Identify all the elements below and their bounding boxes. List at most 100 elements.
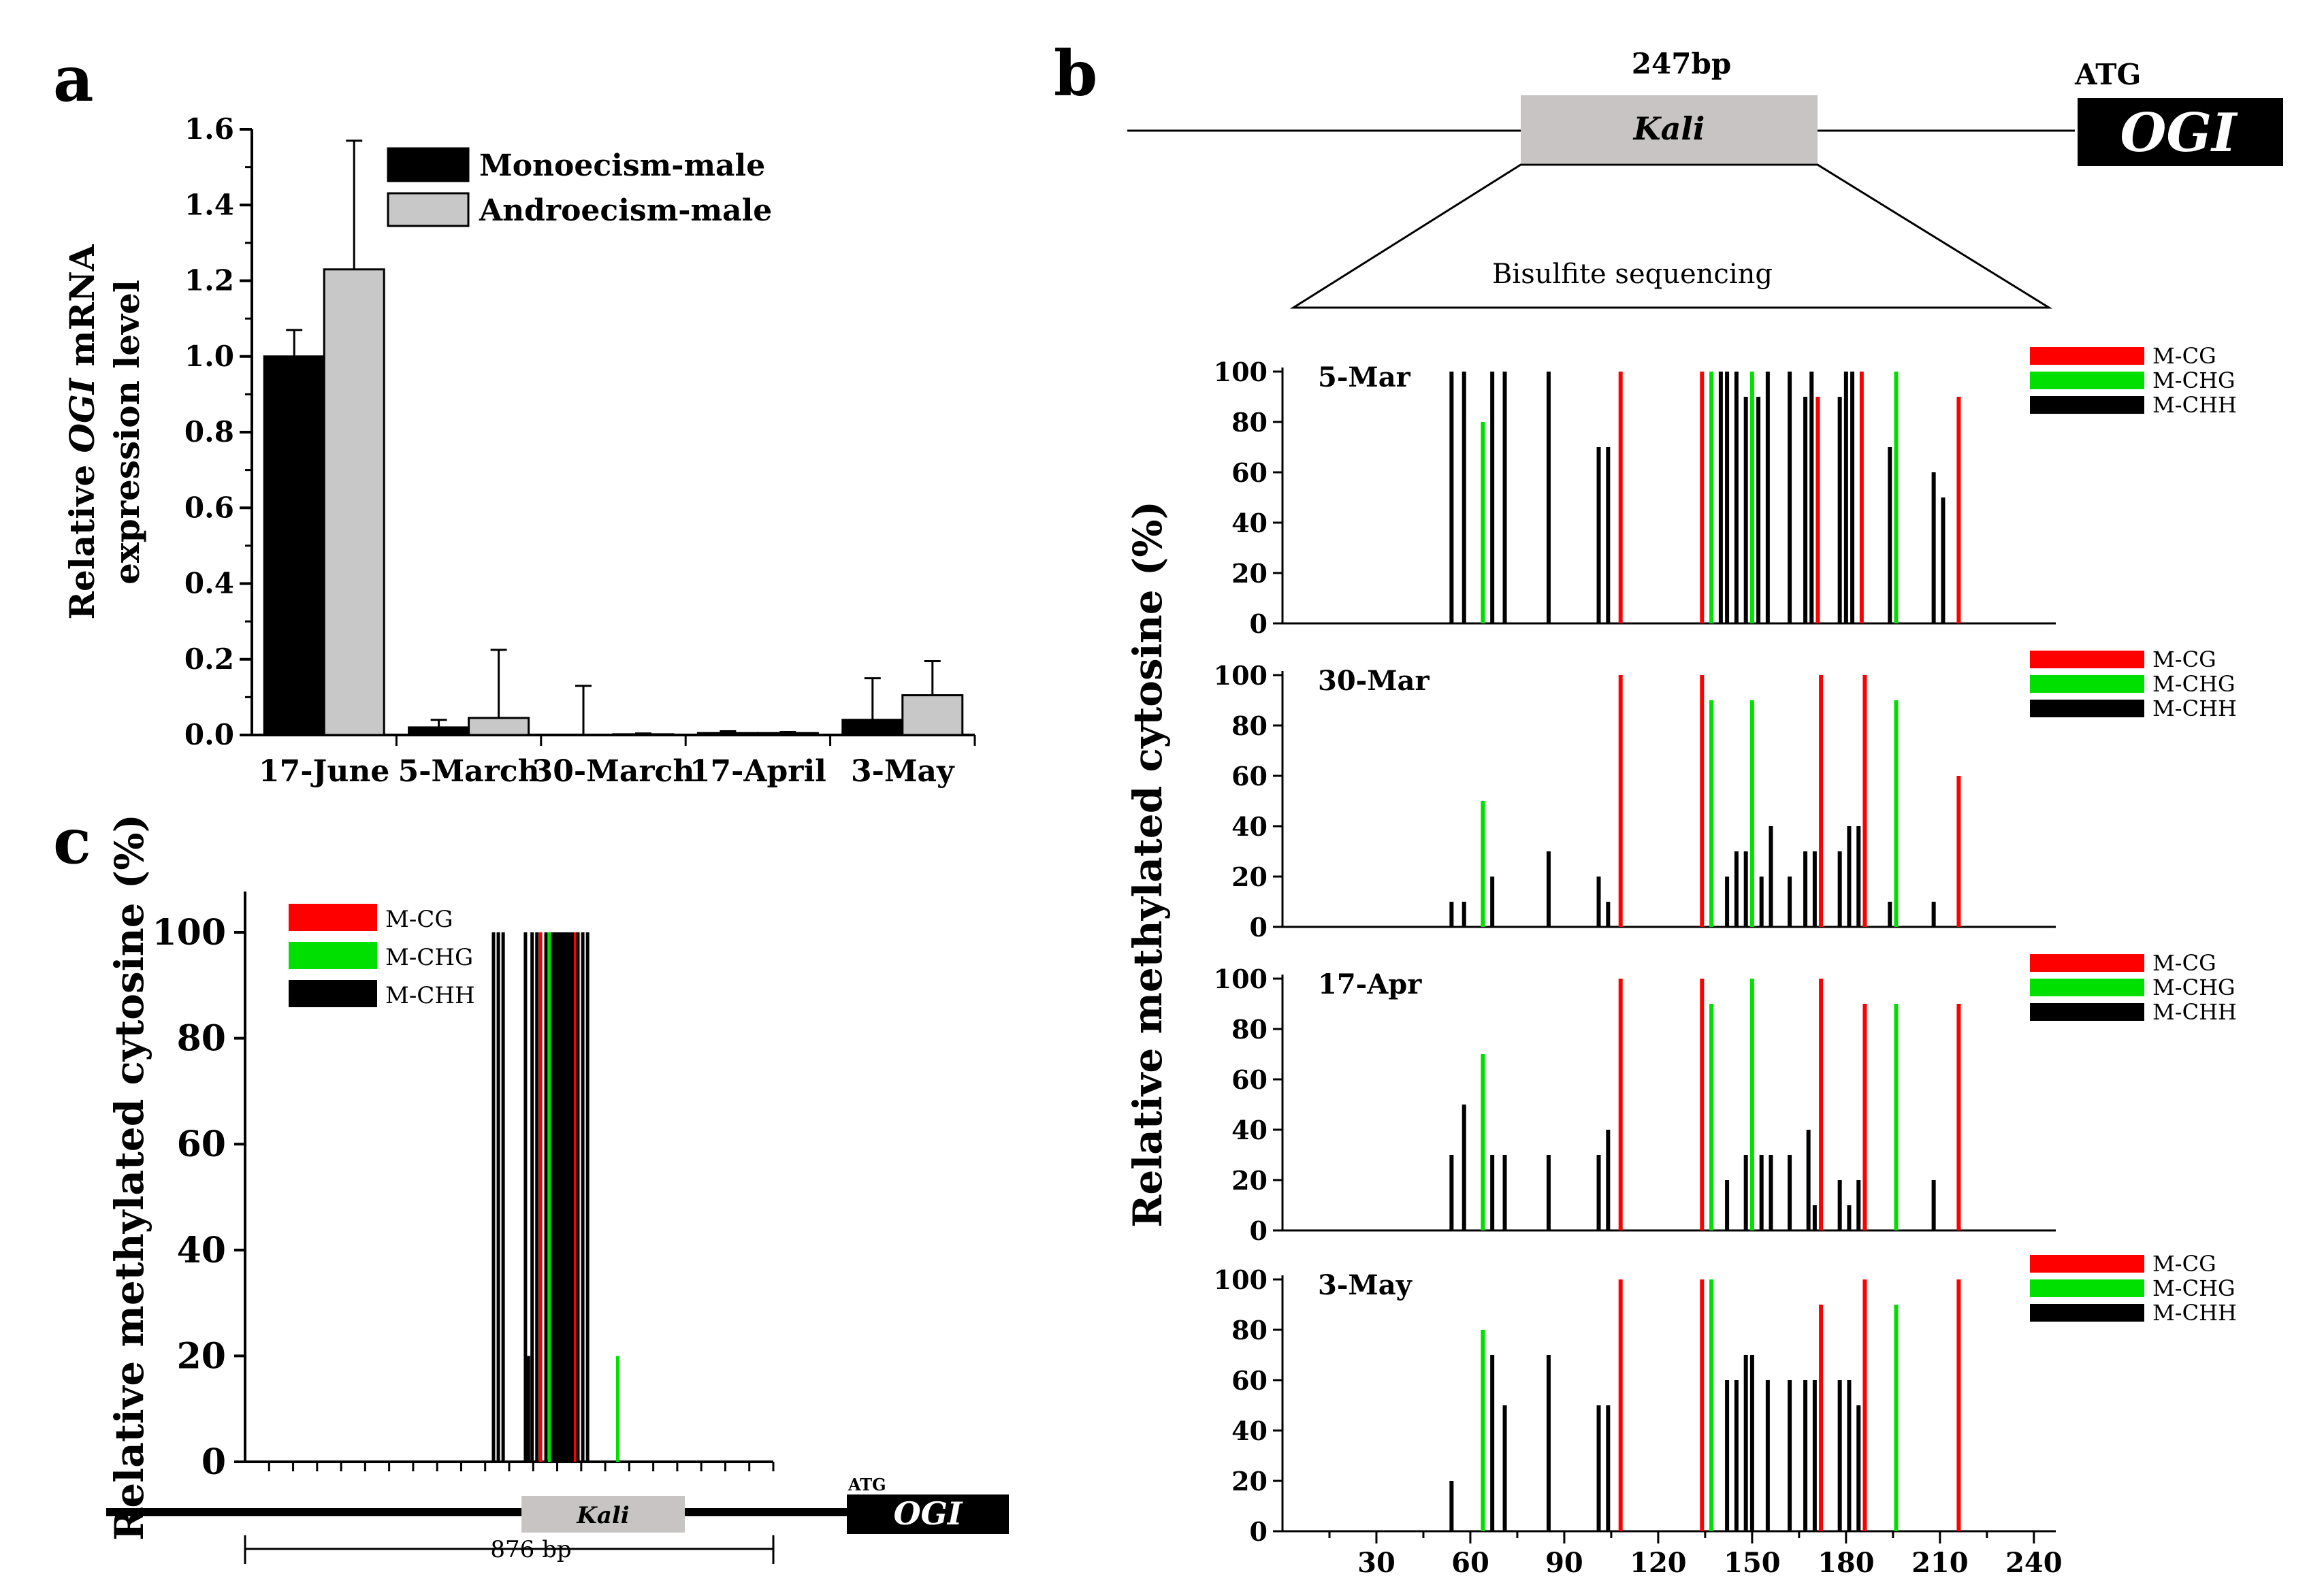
b-site-bar-cg — [1862, 1004, 1867, 1230]
a-x-tick-label: 17-April — [690, 754, 826, 789]
b-site-bar-chh — [1788, 372, 1792, 623]
c-legend-label-cg: M-CG — [385, 906, 453, 933]
b-legend-label-chg: M-CHG — [2152, 367, 2236, 393]
c-y-tick-label: 80 — [177, 1018, 226, 1060]
b-kali-label: Kali — [1632, 110, 1705, 147]
a-y-tick-label: 1.6 — [184, 112, 234, 146]
b-y-tick-label: 60 — [1231, 1064, 1268, 1095]
c-legend-swatch-cg — [289, 904, 377, 931]
b-site-bar-chh — [1734, 851, 1739, 927]
b-site-bar-chh — [1856, 1405, 1861, 1531]
b-site-bar-cg — [1700, 372, 1705, 623]
b-site-bar-chg — [1709, 1279, 1714, 1531]
b-method-label: Bisulfite sequencing — [1492, 259, 1773, 290]
b-site-bar-chh — [1769, 826, 1773, 927]
b-site-bar-cg — [1618, 979, 1623, 1230]
b-site-bar-chh — [1756, 397, 1761, 623]
b-site-bar-chh — [1734, 1380, 1739, 1531]
a-x-tick-label: 30-March — [532, 754, 695, 789]
a-bar-andro — [323, 268, 385, 736]
b-site-bar-chh — [1734, 372, 1739, 623]
b-legend-label-chg: M-CHG — [2152, 975, 2236, 1000]
a-bar-mono — [841, 719, 904, 736]
b-site-bar-chh — [1606, 1405, 1611, 1531]
b-site-bar-chh — [1806, 1130, 1811, 1230]
a-bar-andro — [901, 694, 964, 736]
a-bar-mono — [408, 726, 470, 736]
panel-c: 0 20 40 60 80 100 Relative methylated cytosin… — [106, 814, 1009, 1564]
c-bars — [491, 932, 619, 1462]
b-site-bar-chh — [1546, 372, 1551, 623]
a-legend-label-andro: Androecism-male — [479, 193, 772, 228]
a-legend-swatch-andro — [387, 192, 470, 227]
b-site-bar-chh — [1606, 1130, 1611, 1230]
b-x-tick-label: 120 — [1630, 1547, 1687, 1579]
b-y-tick-label: 100 — [1214, 1264, 1268, 1295]
c-site-bar-chh — [568, 932, 572, 1462]
b-x-tick-label: 30 — [1357, 1547, 1395, 1579]
b-site-bar-chh — [1725, 1180, 1730, 1230]
b-y-tick-label: 20 — [1231, 558, 1268, 589]
c-legend-label-chh: M-CHH — [385, 982, 475, 1009]
c-y-tick-label: 20 — [177, 1335, 226, 1377]
b-site-bar-chh — [1546, 1355, 1551, 1531]
b-site-bar-chh — [1812, 1380, 1817, 1531]
a-y-tick-label: 0.4 — [184, 567, 234, 600]
b-x-tick-label: 240 — [2005, 1547, 2063, 1579]
b-length-label: 247bp — [1632, 47, 1731, 80]
b-y-tick-label: 20 — [1231, 1466, 1268, 1497]
b-site-bar-chg — [1749, 979, 1754, 1230]
a-y-tick-label: 0.6 — [184, 491, 234, 524]
b-site-bar-chh — [1803, 1380, 1808, 1531]
b-site-bar-chh — [1490, 1355, 1495, 1531]
a-legend-label-mono: Monoecism-male — [479, 148, 765, 183]
b-site-bar-chh — [1490, 372, 1495, 623]
b-site-bar-chg — [1709, 700, 1714, 927]
b-legend-swatch-chh — [2030, 1304, 2144, 1322]
b-site-bar-chg — [1481, 1054, 1485, 1230]
b-subplot-label: 30-Mar — [1318, 665, 1430, 697]
a-y-tick-label: 1.4 — [184, 188, 234, 221]
b-site-bar-chh — [1743, 851, 1748, 927]
c-site-bar-chh — [523, 932, 528, 1462]
c-length-label: 876 bp — [490, 1536, 571, 1563]
b-legend-label-cg: M-CG — [2152, 647, 2216, 672]
c-kali-label: Kali — [576, 1502, 629, 1529]
b-site-bar-chh — [1546, 1155, 1551, 1230]
b-y-tick-label: 40 — [1231, 1115, 1268, 1145]
c-site-bar-cg — [573, 932, 577, 1462]
c-y-ticks: 0 20 40 60 80 100 — [152, 912, 245, 1483]
b-legend-swatch-cg — [2030, 651, 2144, 668]
c-site-bar-chh — [581, 932, 585, 1462]
b-site-bar-cg — [1956, 1004, 1961, 1230]
b-y-tick-label: 80 — [1231, 710, 1268, 741]
b-site-bar-chg — [1481, 422, 1485, 623]
b-y-tick-label: 80 — [1231, 407, 1268, 438]
b-x-tick-label: 60 — [1451, 1547, 1489, 1579]
b-site-bar-chh — [1449, 1155, 1454, 1230]
b-site-bar-chh — [1725, 877, 1730, 927]
b-subplot-label: 17-Apr — [1318, 968, 1422, 1000]
c-y-axis-label: Relative methylated cytosine (%) — [106, 814, 152, 1541]
b-site-bar-chh — [1765, 1380, 1770, 1531]
a-y-tick-label: 0.2 — [184, 642, 234, 676]
b-site-bar-chh — [1546, 851, 1551, 927]
b-site-bar-chh — [1809, 372, 1814, 623]
b-site-bar-cg — [1956, 397, 1961, 623]
b-site-bar-chh — [1606, 902, 1611, 927]
a-x-tick-label: 3-May — [851, 754, 955, 789]
b-site-bar-chh — [1759, 1155, 1764, 1230]
a-y-axis-label-line2: expression level — [107, 280, 147, 585]
a-bar-mono — [696, 732, 759, 736]
b-y-tick-label: 0 — [1250, 1516, 1268, 1547]
panel-letter-a: a — [53, 42, 94, 116]
a-legend-swatch-mono — [387, 147, 470, 182]
b-site-bar-chh — [1596, 447, 1601, 623]
b-y-tick-label: 0 — [1250, 912, 1268, 943]
b-legend-swatch-chg — [2030, 675, 2144, 693]
b-site-bar-chh — [1596, 877, 1601, 927]
b-site-bar-cg — [1700, 1279, 1705, 1531]
c-ogi-box — [847, 1494, 1009, 1534]
b-site-bar-chh — [1449, 372, 1454, 623]
